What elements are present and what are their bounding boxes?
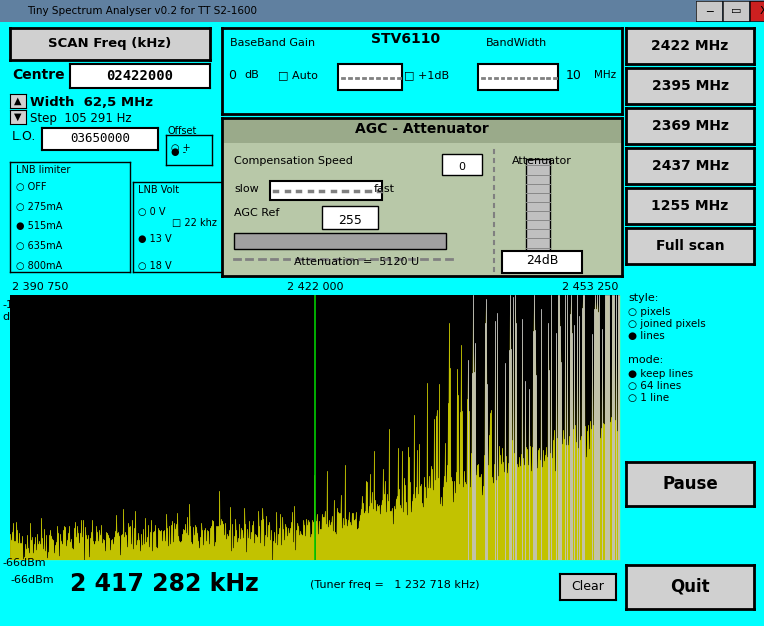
Bar bbox=[222, 118, 622, 143]
Text: □ 22 khz: □ 22 khz bbox=[172, 218, 217, 228]
Text: (Tuner freq =   1 232 718 kHz): (Tuner freq = 1 232 718 kHz) bbox=[310, 580, 480, 590]
Text: STV6110: STV6110 bbox=[371, 33, 441, 46]
Text: dB: dB bbox=[244, 70, 259, 80]
Text: ▭: ▭ bbox=[730, 6, 741, 16]
Text: 02422000: 02422000 bbox=[106, 69, 173, 83]
Text: Attenuation =  5120 U: Attenuation = 5120 U bbox=[294, 257, 419, 267]
Text: ○ joined pixels: ○ joined pixels bbox=[628, 319, 706, 329]
Text: BandWidth: BandWidth bbox=[486, 38, 547, 48]
Bar bbox=[526, 159, 550, 251]
Text: 10: 10 bbox=[566, 69, 582, 82]
Bar bbox=[502, 251, 582, 273]
Text: 2369 MHz: 2369 MHz bbox=[652, 119, 728, 133]
Text: Quit: Quit bbox=[670, 578, 710, 596]
Text: Offset: Offset bbox=[168, 126, 197, 136]
Text: ○ 800mA: ○ 800mA bbox=[16, 261, 62, 271]
Text: AGC Ref: AGC Ref bbox=[234, 208, 280, 218]
Text: L.O.: L.O. bbox=[12, 130, 37, 143]
Text: Attenuator: Attenuator bbox=[512, 156, 572, 166]
Text: LNB Volt: LNB Volt bbox=[138, 185, 179, 195]
Text: ○ 1 line: ○ 1 line bbox=[628, 393, 669, 403]
Text: 2437 MHz: 2437 MHz bbox=[652, 159, 729, 173]
Text: ● -: ● - bbox=[170, 148, 186, 158]
Bar bbox=[234, 233, 446, 249]
Text: ● lines: ● lines bbox=[628, 331, 665, 341]
Text: mode:: mode: bbox=[628, 355, 663, 365]
Text: X: X bbox=[759, 6, 764, 16]
Text: 2 417 282 kHz: 2 417 282 kHz bbox=[70, 572, 259, 596]
Text: 2422 MHz: 2422 MHz bbox=[652, 39, 729, 53]
Text: 2 390 750: 2 390 750 bbox=[12, 282, 68, 292]
Text: ○ OFF: ○ OFF bbox=[16, 182, 47, 192]
Text: Centre: Centre bbox=[12, 68, 65, 82]
Text: 2 422 000: 2 422 000 bbox=[286, 282, 343, 292]
Text: AGC - Attenuator: AGC - Attenuator bbox=[355, 122, 489, 136]
Text: -66dBm: -66dBm bbox=[2, 558, 46, 568]
Text: fast: fast bbox=[374, 185, 395, 194]
Text: ▲: ▲ bbox=[15, 96, 21, 106]
Text: ● keep lines: ● keep lines bbox=[628, 369, 693, 379]
Text: 0: 0 bbox=[458, 162, 465, 172]
Text: 24dB: 24dB bbox=[526, 254, 558, 267]
Text: ● 13 V: ● 13 V bbox=[138, 234, 171, 244]
Bar bbox=[322, 207, 378, 228]
Text: -16: -16 bbox=[2, 300, 20, 310]
Text: slow: slow bbox=[234, 185, 259, 194]
Bar bbox=[338, 64, 402, 90]
Text: ─: ─ bbox=[706, 6, 712, 16]
Text: Compensation Speed: Compensation Speed bbox=[234, 156, 353, 166]
Text: 255: 255 bbox=[338, 214, 362, 227]
Text: □ Auto: □ Auto bbox=[278, 70, 318, 80]
Text: ▼: ▼ bbox=[15, 112, 21, 122]
Text: Step  105 291 Hz: Step 105 291 Hz bbox=[30, 112, 131, 125]
Text: Pause: Pause bbox=[662, 475, 718, 493]
Text: 1255 MHz: 1255 MHz bbox=[652, 199, 729, 213]
Text: ○ 0 V: ○ 0 V bbox=[138, 207, 165, 217]
Text: ● 515mA: ● 515mA bbox=[16, 222, 63, 232]
Text: SCAN Freq (kHz): SCAN Freq (kHz) bbox=[48, 38, 172, 51]
Text: LNB limiter: LNB limiter bbox=[16, 165, 70, 175]
Bar bbox=[478, 64, 558, 90]
Text: □ +1dB: □ +1dB bbox=[404, 70, 449, 80]
Text: MHz: MHz bbox=[594, 70, 616, 80]
Text: ○ 64 lines: ○ 64 lines bbox=[628, 381, 681, 391]
Text: ○ +: ○ + bbox=[170, 143, 190, 153]
Text: Clear: Clear bbox=[571, 580, 604, 593]
Text: ○ 18 V: ○ 18 V bbox=[138, 261, 171, 271]
Text: ○ pixels: ○ pixels bbox=[628, 307, 671, 317]
Text: BaseBand Gain: BaseBand Gain bbox=[230, 38, 315, 48]
Text: 0: 0 bbox=[228, 69, 236, 82]
Text: 2 453 250: 2 453 250 bbox=[562, 282, 618, 292]
Text: Width  62,5 MHz: Width 62,5 MHz bbox=[30, 96, 153, 109]
Text: ○ 635mA: ○ 635mA bbox=[16, 241, 62, 251]
Bar bbox=[270, 181, 382, 200]
Text: Full scan: Full scan bbox=[656, 239, 724, 253]
Text: 03650000: 03650000 bbox=[70, 133, 130, 145]
Text: dBm: dBm bbox=[2, 312, 28, 322]
Bar bbox=[442, 155, 482, 175]
Text: ○ 275mA: ○ 275mA bbox=[16, 202, 63, 212]
Text: 2395 MHz: 2395 MHz bbox=[652, 79, 729, 93]
Text: -66dBm: -66dBm bbox=[10, 575, 53, 585]
Text: Tiny Spectrum Analyser v0.2 for TT S2-1600: Tiny Spectrum Analyser v0.2 for TT S2-16… bbox=[27, 6, 257, 16]
Text: style:: style: bbox=[628, 293, 659, 303]
